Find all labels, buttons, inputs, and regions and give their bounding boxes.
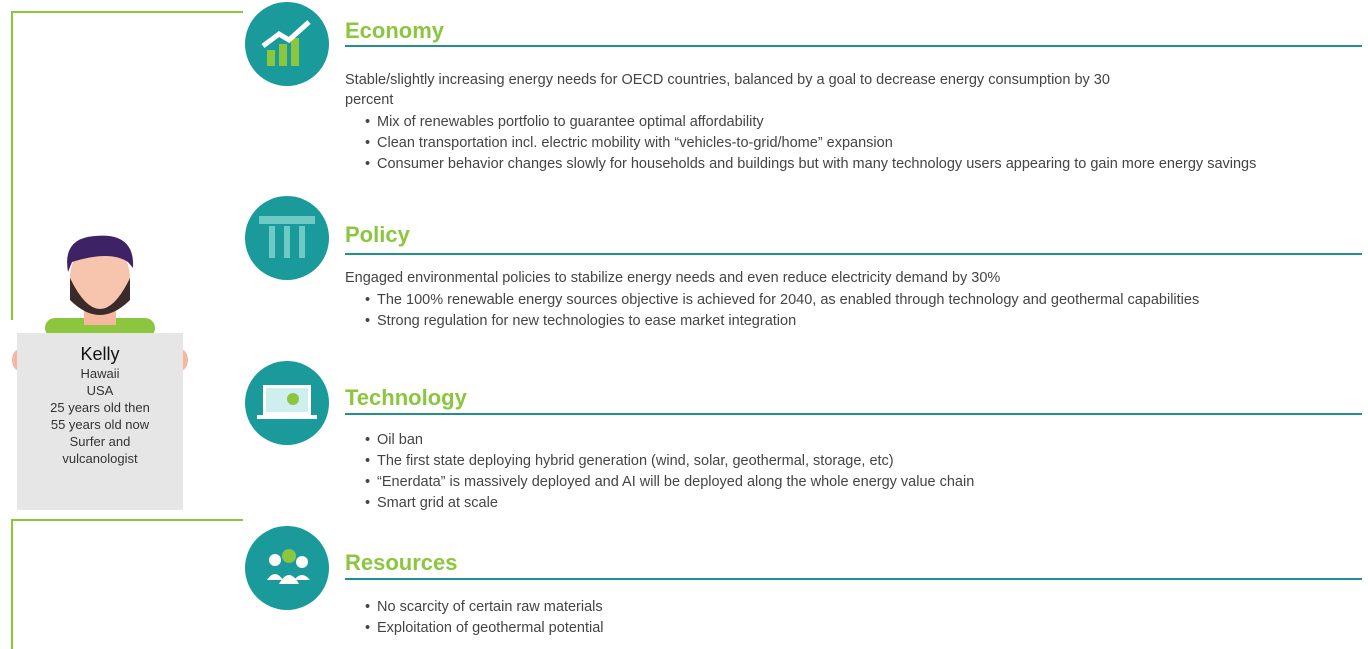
section-rule (345, 578, 1362, 580)
bullet-list: The 100% renewable energy sources object… (345, 290, 1340, 332)
persona-detail: vulcanologist (62, 451, 138, 466)
bullet: The 100% renewable energy sources object… (365, 290, 1340, 311)
bullet: “Enerdata” is massively deployed and AI … (365, 472, 1340, 493)
persona-detail: Surfer and (69, 434, 131, 449)
bullet: The first state deploying hybrid generat… (365, 451, 1340, 472)
bullet: Consumer behavior changes slowly for hou… (365, 154, 1340, 175)
section-title: Resources (345, 550, 458, 575)
bullet: No scarcity of certain raw materials (365, 597, 1340, 618)
section-icon (245, 361, 329, 445)
persona-detail: 55 years old now (50, 417, 150, 432)
bullet: Mix of renewables portfolio to guarantee… (365, 112, 1340, 133)
icon (267, 549, 310, 584)
section-title: Technology (345, 385, 467, 410)
bullet: Smart grid at scale (365, 493, 1340, 514)
persona-details: Hawaii USA 25 years old then 55 years old n… (17, 365, 183, 467)
section-title: Policy (345, 222, 410, 247)
section-rule (345, 45, 1362, 47)
persona-detail: 25 years old then (50, 400, 150, 415)
bullet-list: Mix of renewables portfolio to guarantee… (345, 112, 1340, 175)
persona-card: Kelly Hawaii USA 25 years old then 55 years… (17, 333, 183, 510)
section-icon (245, 526, 329, 610)
icon (257, 385, 317, 419)
icon (261, 20, 311, 66)
section-title: Economy (345, 18, 445, 43)
section-rule (345, 413, 1362, 415)
section-icon (245, 2, 329, 86)
section-intro: Stable/slightly increasing energy needs … (345, 72, 1110, 108)
section-intro: Engaged environmental policies to stabil… (345, 270, 1001, 286)
bullet: Clean transportation incl. electric mobi… (365, 133, 1340, 154)
icon (259, 216, 315, 258)
bullet-list: No scarcity of certain raw materialsExpl… (345, 597, 1340, 639)
bullet-list: Oil banThe first state deploying hybrid … (345, 430, 1340, 514)
bullet: Strong regulation for new technologies t… (365, 311, 1340, 332)
persona-detail: USA (86, 383, 114, 398)
persona-detail: Hawaii (80, 366, 120, 381)
frame-lines (11, 11, 243, 649)
section-icon (245, 196, 329, 280)
section-rule (345, 253, 1362, 255)
persona-name: Kelly (80, 344, 120, 364)
bullet: Oil ban (365, 430, 1340, 451)
bullet: Exploitation of geothermal potential (365, 618, 1340, 639)
